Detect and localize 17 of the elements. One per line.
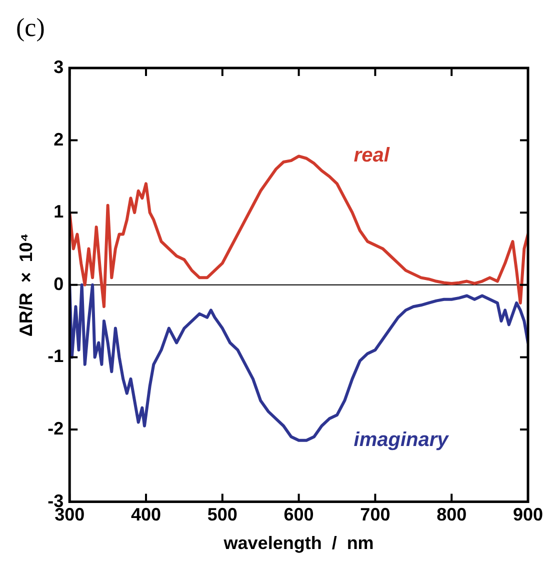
y-tick-label: 1: [54, 202, 64, 222]
x-axis-title: wavelength / nm: [222, 533, 374, 554]
x-tick-label: 800: [436, 504, 467, 525]
x-tick-label: 600: [284, 504, 314, 525]
x-tick-label: 900: [512, 504, 544, 525]
x-tick-label: 400: [130, 504, 162, 525]
y-tick-label: 2: [54, 129, 64, 150]
y-tick-label: 3: [54, 56, 64, 77]
series-label: real: [354, 144, 390, 167]
x-tick-label: 500: [207, 504, 238, 525]
x-tick-label: 700: [360, 504, 390, 525]
y-tick-label: -1: [48, 346, 64, 366]
text: (c): [16, 12, 45, 42]
y-tick-label: 0: [54, 274, 64, 294]
y-tick-label: -2: [48, 418, 64, 438]
y-axis-title: ΔR/R × 10⁴: [16, 233, 36, 337]
series-label: imaginary: [354, 428, 450, 451]
